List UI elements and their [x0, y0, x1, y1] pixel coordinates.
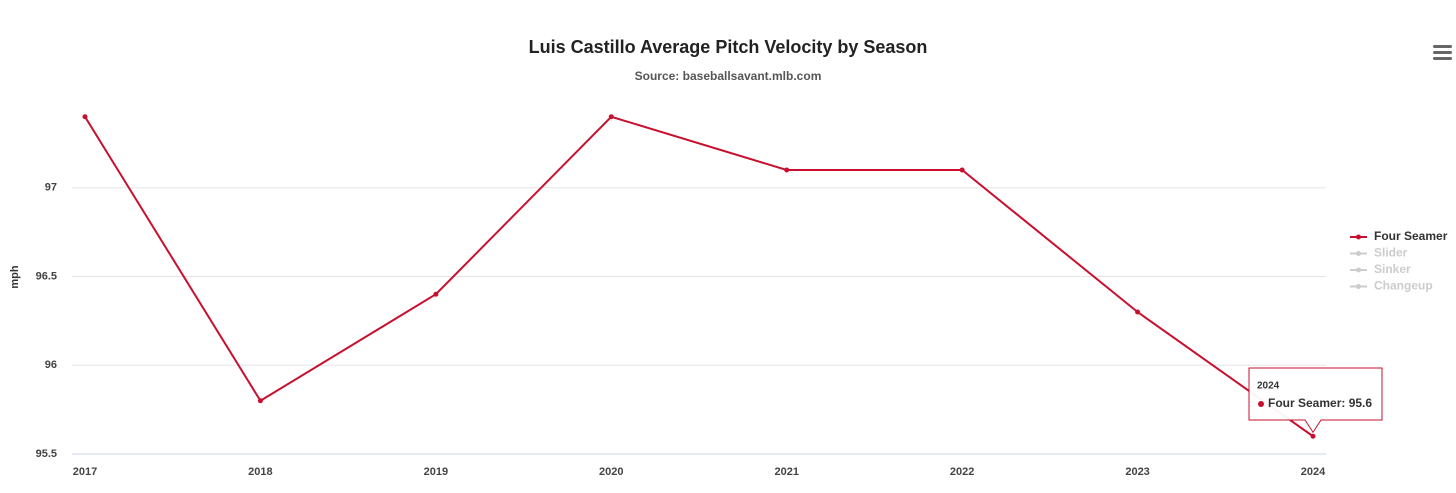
x-tick-label: 2018	[248, 466, 272, 478]
series-line	[84, 115, 1314, 438]
x-tick-label: 2021	[774, 466, 798, 478]
tooltip-dot	[1258, 401, 1264, 407]
legend-item[interactable]: Changeup	[1350, 279, 1433, 293]
tooltip-text: Four Seamer: 95.6	[1268, 396, 1372, 410]
y-tick-label: 96.5	[36, 270, 57, 282]
legend-label: Sinker	[1374, 262, 1411, 276]
y-tick-label: 95.5	[36, 448, 57, 460]
y-tick-label: 96	[45, 359, 57, 371]
legend-label: Four Seamer	[1374, 229, 1448, 243]
y-axis-label: mph	[9, 265, 21, 289]
menu-bar	[1433, 57, 1452, 60]
data-point	[784, 167, 790, 173]
y-tick-label: 97	[45, 182, 57, 194]
data-point	[1135, 309, 1141, 315]
data-point	[1310, 433, 1316, 439]
legend-label: Changeup	[1374, 279, 1433, 293]
data-point	[433, 291, 439, 297]
legend-item[interactable]: Slider	[1350, 246, 1408, 260]
legend-item[interactable]: Sinker	[1350, 262, 1411, 276]
legend-label: Slider	[1374, 246, 1408, 260]
legend-symbol-dot	[1356, 234, 1361, 240]
legend-symbol-dot	[1356, 251, 1361, 256]
menu-bar	[1433, 45, 1452, 48]
tooltip: 2024 Four Seamer: 95.6	[1248, 367, 1383, 434]
chart-subtitle: Source: baseballsavant.mlb.com	[635, 69, 822, 83]
tooltip-category: 2024	[1257, 381, 1280, 392]
data-point	[257, 398, 263, 404]
x-tick-label: 2019	[424, 466, 448, 478]
data-point	[608, 114, 614, 120]
data-point	[82, 114, 88, 120]
legend-symbol-dot	[1356, 267, 1361, 273]
menu-bar	[1433, 51, 1452, 54]
tooltip-box	[1248, 367, 1383, 434]
x-tick-label: 2023	[1125, 466, 1149, 478]
x-tick-label: 2020	[599, 466, 623, 478]
x-tick-label: 2022	[950, 466, 974, 478]
legend-item[interactable]: Four Seamer	[1350, 229, 1448, 243]
tooltip-series-name: Four Seamer	[1268, 396, 1342, 410]
x-tick-label: 2017	[73, 466, 97, 478]
data-point	[959, 167, 965, 173]
chart-title: Luis Castillo Average Pitch Velocity by …	[529, 37, 928, 57]
x-tick-label: 2024	[1301, 466, 1326, 478]
legend-symbol-dot	[1356, 284, 1361, 289]
menu-button[interactable]	[1433, 45, 1452, 60]
tooltip-separator: :	[1341, 396, 1348, 410]
tooltip-value: 95.6	[1349, 396, 1373, 410]
